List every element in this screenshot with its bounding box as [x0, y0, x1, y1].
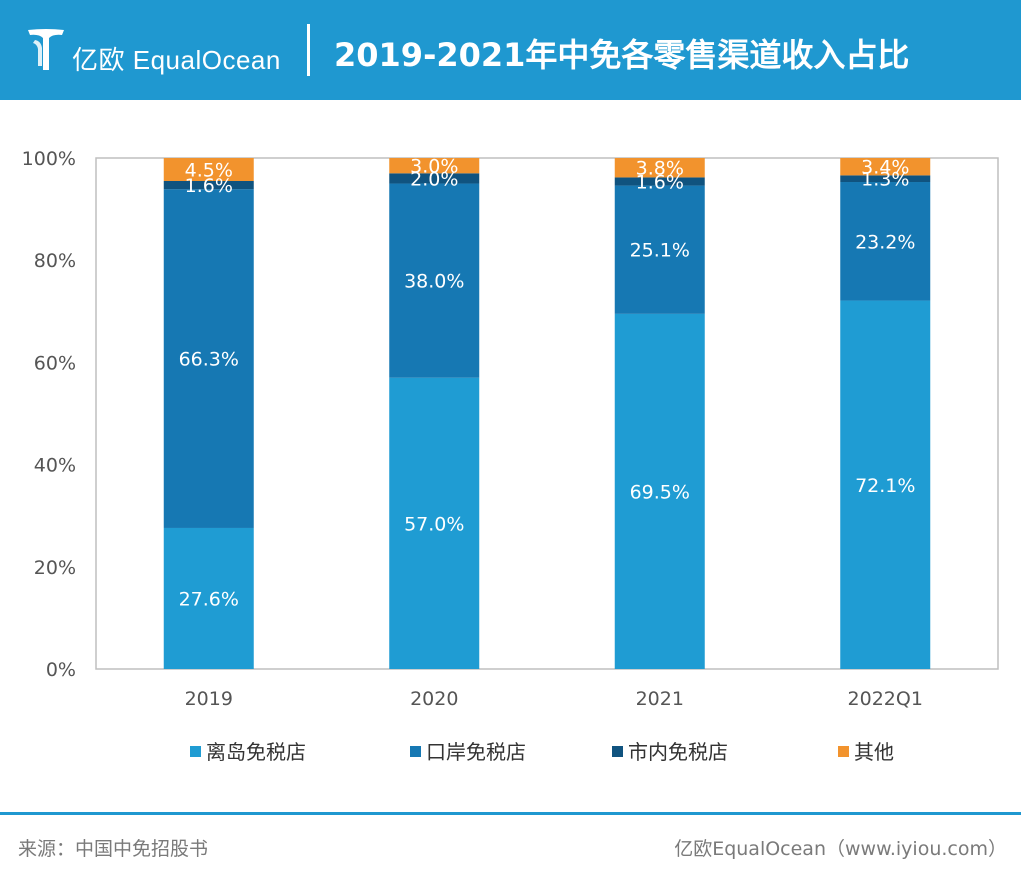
stacked-bar-chart: 0%20%40%60%80%100%27.6%66.3%1.6%4.5%2019… [22, 148, 999, 764]
y-tick-label: 60% [34, 352, 76, 374]
bar-segment [840, 182, 931, 301]
x-tick-label: 2019 [185, 688, 233, 710]
x-tick-label: 2020 [410, 688, 458, 710]
bar-segment [840, 175, 931, 183]
y-tick-label: 80% [34, 250, 76, 272]
bar-segment [840, 158, 931, 176]
header-banner: 亿欧 EqualOcean 2019-2021年中免各零售渠道收入占比 [0, 0, 1021, 100]
data-label: 57.0% [404, 513, 464, 535]
plot-frame [95, 157, 999, 670]
bar-segment [614, 185, 705, 314]
bar-segment [614, 177, 705, 186]
data-label: 3.8% [636, 158, 684, 180]
legend-swatch [190, 746, 201, 757]
data-label: 4.5% [185, 159, 233, 181]
equalocean-logo-icon [28, 29, 64, 70]
bar-segment [163, 180, 254, 190]
bar-segment [614, 313, 705, 669]
legend-label: 离岛免税店 [206, 740, 306, 764]
bar-segment [389, 377, 480, 669]
y-tick-label: 20% [34, 557, 76, 579]
data-label: 72.1% [855, 475, 915, 497]
legend-swatch [410, 746, 421, 757]
bar-segment [389, 173, 480, 184]
y-tick-label: 0% [46, 659, 76, 681]
data-label: 23.2% [855, 231, 915, 253]
bar-segment [389, 183, 480, 378]
legend-swatch [838, 746, 849, 757]
data-label: 3.4% [861, 157, 909, 179]
x-tick-label: 2021 [636, 688, 684, 710]
legend-label: 口岸免税店 [426, 740, 526, 764]
bar-segment [163, 158, 254, 181]
x-tick-label: 2022Q1 [848, 688, 923, 710]
legend-label: 其他 [854, 740, 894, 764]
logo-text: 亿欧 EqualOcean [72, 45, 281, 75]
legend-label: 市内免税店 [628, 740, 728, 764]
bar-segment [163, 527, 254, 669]
data-label: 66.3% [179, 349, 239, 371]
bar-segment [389, 158, 480, 174]
bar-segment [614, 158, 705, 178]
data-label: 38.0% [404, 271, 464, 293]
y-tick-label: 40% [34, 455, 76, 477]
data-label: 3.0% [410, 156, 458, 178]
data-label: 1.3% [861, 169, 909, 191]
bar-segment [840, 300, 931, 669]
bar-segment [163, 189, 254, 528]
data-label: 2.0% [410, 168, 458, 190]
footer-divider [0, 812, 1021, 815]
page-title: 2019-2021年中免各零售渠道收入占比 [334, 36, 910, 74]
y-tick-label: 100% [22, 148, 76, 170]
legend-swatch [612, 746, 623, 757]
credit-note: 亿欧EqualOcean（www.iyiou.com） [674, 838, 1007, 860]
data-label: 25.1% [630, 240, 690, 262]
data-label: 1.6% [636, 172, 684, 194]
source-note: 来源：中国中免招股书 [18, 838, 209, 860]
data-label: 27.6% [179, 588, 239, 610]
header-divider [307, 24, 310, 76]
data-label: 1.6% [185, 175, 233, 197]
data-label: 69.5% [630, 481, 690, 503]
